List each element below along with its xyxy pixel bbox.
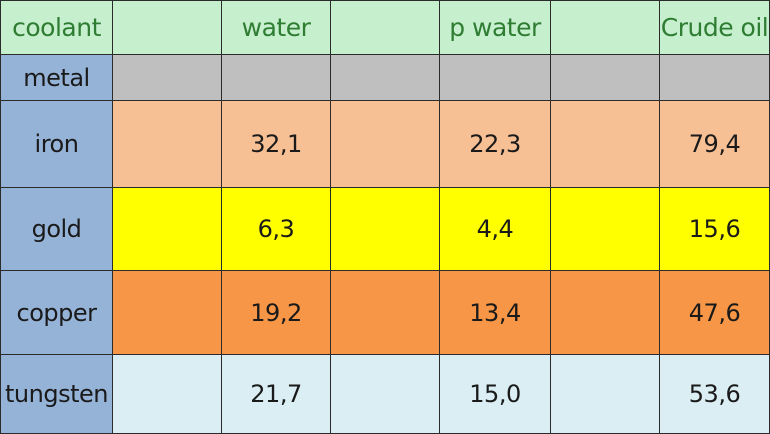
row-label-tungsten[interactable]: tungsten — [0, 354, 113, 434]
row-label-gold[interactable]: gold — [0, 187, 113, 271]
tungsten-p-water-value[interactable]: 15,0 — [439, 354, 551, 434]
header-cell-coolant[interactable]: coolant — [0, 0, 113, 55]
copper-p-water-value[interactable]: 13,4 — [439, 270, 551, 355]
metal-cell[interactable] — [330, 54, 440, 101]
metal-cell[interactable] — [221, 54, 331, 101]
row-label-copper[interactable]: copper — [0, 270, 113, 355]
iron-cell[interactable] — [112, 100, 222, 188]
gold-cell[interactable] — [112, 187, 222, 271]
header-cell-blank-2[interactable] — [330, 0, 440, 55]
iron-cell[interactable] — [550, 100, 660, 188]
header-cell-blank-3[interactable] — [550, 0, 660, 55]
tungsten-cell[interactable] — [330, 354, 440, 434]
copper-cell[interactable] — [550, 270, 660, 355]
header-cell-p-water[interactable]: p water — [439, 0, 551, 55]
copper-cell[interactable] — [330, 270, 440, 355]
row-label-iron[interactable]: iron — [0, 100, 113, 188]
metal-cell[interactable] — [439, 54, 551, 101]
iron-p-water-value[interactable]: 22,3 — [439, 100, 551, 188]
iron-water-value[interactable]: 32,1 — [221, 100, 331, 188]
iron-crude-oil-value[interactable]: 79,4 — [659, 100, 770, 188]
metal-cell[interactable] — [659, 54, 770, 101]
metal-cell[interactable] — [112, 54, 222, 101]
iron-cell[interactable] — [330, 100, 440, 188]
copper-cell[interactable] — [112, 270, 222, 355]
tungsten-water-value[interactable]: 21,7 — [221, 354, 331, 434]
gold-crude-oil-value[interactable]: 15,6 — [659, 187, 770, 271]
gold-cell[interactable] — [550, 187, 660, 271]
tungsten-crude-oil-value[interactable]: 53,6 — [659, 354, 770, 434]
gold-cell[interactable] — [330, 187, 440, 271]
tungsten-cell[interactable] — [112, 354, 222, 434]
header-cell-crude-oil[interactable]: Crude oil — [659, 0, 770, 55]
copper-crude-oil-value[interactable]: 47,6 — [659, 270, 770, 355]
gold-p-water-value[interactable]: 4,4 — [439, 187, 551, 271]
tungsten-cell[interactable] — [550, 354, 660, 434]
header-cell-water[interactable]: water — [221, 0, 331, 55]
row-label-metal[interactable]: metal — [0, 54, 113, 101]
header-cell-blank-1[interactable] — [112, 0, 222, 55]
gold-water-value[interactable]: 6,3 — [221, 187, 331, 271]
copper-water-value[interactable]: 19,2 — [221, 270, 331, 355]
metal-cell[interactable] — [550, 54, 660, 101]
